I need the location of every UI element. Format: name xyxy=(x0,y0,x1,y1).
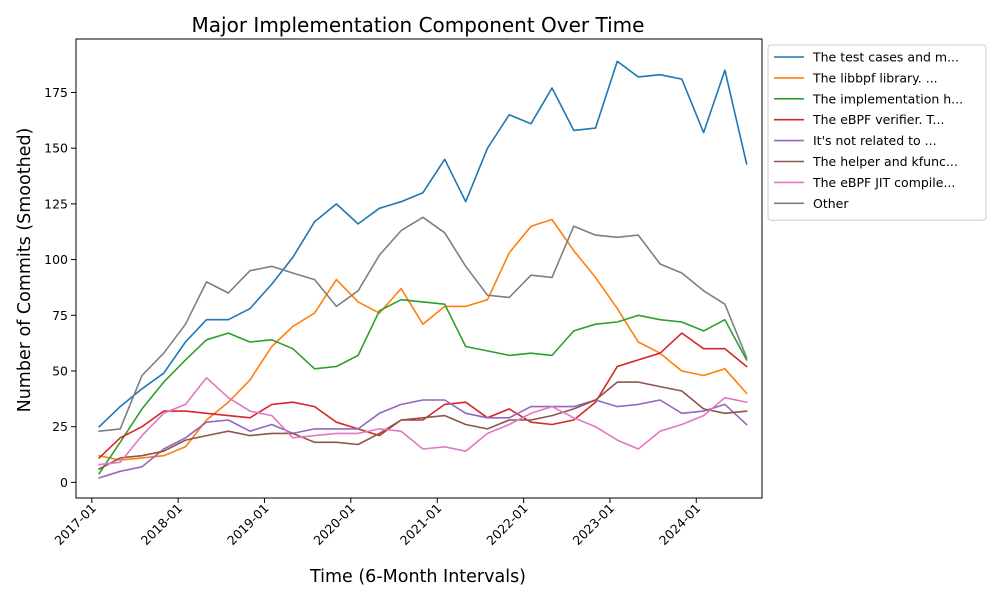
chart-title: Major Implementation Component Over Time xyxy=(192,13,645,37)
y-tick-label: 75 xyxy=(52,308,68,323)
x-tick-label: 2021-01 xyxy=(397,501,445,549)
series-line xyxy=(98,298,748,475)
x-axis-label: Time (6-Month Intervals) xyxy=(309,567,526,587)
series-line xyxy=(98,60,748,428)
legend-frame xyxy=(767,44,987,221)
x-tick-label: 2023-01 xyxy=(570,501,618,549)
y-tick-label: 150 xyxy=(44,141,68,156)
x-tick-label: 2017-01 xyxy=(51,501,99,549)
legend-entry: The implementation h... xyxy=(812,91,963,106)
legend-entry: The eBPF JIT compile... xyxy=(812,175,955,190)
legend-entry: The eBPF verifier. T... xyxy=(812,112,944,127)
series-line xyxy=(98,399,748,479)
series-line xyxy=(98,216,748,433)
y-tick-label: 100 xyxy=(44,252,68,267)
legend-entry: The test cases and m... xyxy=(812,50,959,65)
y-tick-label: 175 xyxy=(44,85,68,100)
x-tick-label: 2022-01 xyxy=(483,501,531,549)
y-tick-label: 125 xyxy=(44,196,68,211)
legend-entry: It's not related to ... xyxy=(813,133,937,148)
series-line xyxy=(98,376,748,466)
series-line xyxy=(98,332,748,460)
x-tick-label: 2020-01 xyxy=(310,501,358,549)
series-line xyxy=(98,381,748,471)
legend-entry: The helper and kfunc... xyxy=(812,154,958,169)
x-tick-label: 2019-01 xyxy=(224,501,272,549)
y-tick-label: 25 xyxy=(52,419,68,434)
legend: The test cases and m... The libbpf librar… xyxy=(767,44,987,221)
legend-entry: The libbpf library. ... xyxy=(812,70,938,85)
plot-marks: 0 25 50 75 100 125 150 175 2017-01 2018-01 2019-01… xyxy=(44,60,748,549)
y-axis-label: Number of Commits (Smoothed) xyxy=(15,128,35,413)
x-tick-label: 2018-01 xyxy=(138,501,186,549)
legend-entry: Other xyxy=(813,196,849,211)
y-tick-label: 0 xyxy=(60,475,68,490)
y-tick-label: 50 xyxy=(52,363,68,378)
x-tick-label: 2024-01 xyxy=(656,501,704,549)
plot-frame xyxy=(75,38,763,499)
series-line xyxy=(98,218,748,461)
